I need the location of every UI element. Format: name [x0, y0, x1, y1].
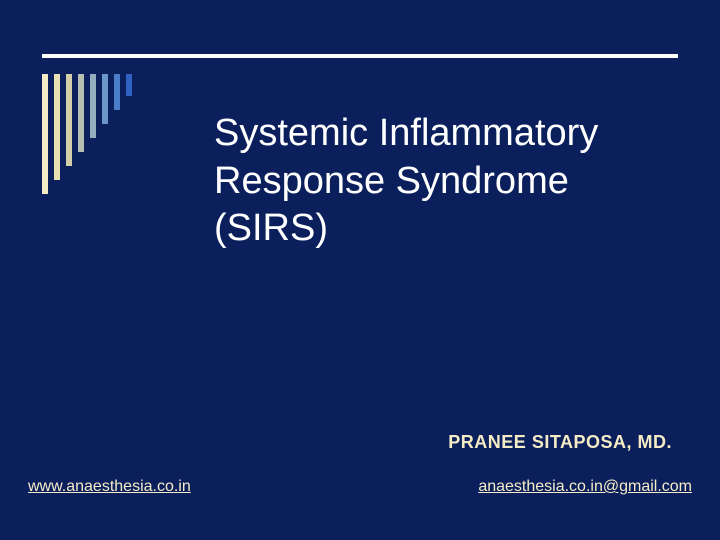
decorative-bar — [66, 74, 72, 166]
title-line: Response Syndrome — [214, 158, 598, 206]
website-link[interactable]: www.anaesthesia.co.in — [28, 478, 191, 496]
decorative-bar — [114, 74, 120, 110]
horizontal-rule — [42, 54, 678, 58]
decorative-bar — [54, 74, 60, 180]
slide-title: Systemic Inflammatory Response Syndrome … — [214, 110, 598, 253]
decorative-bars — [42, 74, 132, 194]
footer: www.anaesthesia.co.in anaesthesia.co.in@… — [28, 478, 692, 496]
author-name: PRANEE SITAPOSA, MD. — [448, 432, 672, 453]
decorative-bar — [42, 74, 48, 194]
decorative-bar — [102, 74, 108, 124]
email-link[interactable]: anaesthesia.co.in@gmail.com — [478, 478, 692, 496]
title-line: (SIRS) — [214, 205, 598, 253]
decorative-bar — [90, 74, 96, 138]
title-line: Systemic Inflammatory — [214, 110, 598, 158]
decorative-bar — [126, 74, 132, 96]
decorative-bar — [78, 74, 84, 152]
slide: Systemic Inflammatory Response Syndrome … — [0, 0, 720, 540]
